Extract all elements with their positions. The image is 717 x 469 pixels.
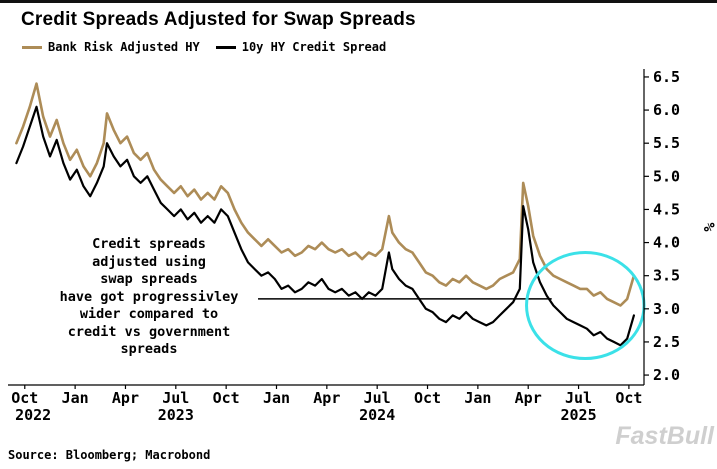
watermark: FastBull [615, 422, 714, 450]
x-tick-label: Jul [162, 389, 189, 407]
y-tick-label: 2.0 [653, 366, 680, 384]
x-year-label: 2025 [560, 406, 596, 424]
legend-label: 10y HY Credit Spread [241, 40, 387, 54]
y-tick-label: 6.5 [653, 68, 680, 86]
y-tick-label: 3.5 [653, 267, 680, 285]
y-tick-label: 4.5 [653, 200, 680, 218]
legend-swatch [215, 45, 236, 49]
y-tick-label: 4.0 [653, 234, 680, 252]
x-year-label: 2023 [158, 406, 194, 424]
chart-annotation: Credit spreads adjusted using swap sprea… [59, 236, 239, 357]
legend-swatch [22, 45, 42, 49]
x-tick-label: Jul [565, 389, 592, 407]
x-tick-label: Jan [464, 389, 491, 407]
highlight-ellipse [525, 251, 646, 361]
legend: Bank Risk Adjusted HY 10y HY Credit Spre… [22, 40, 386, 54]
source-label: Source: Bloomberg; Macrobond [8, 448, 211, 462]
legend-item: Bank Risk Adjusted HY [22, 40, 200, 54]
y-tick-label: 5.0 [653, 167, 680, 185]
x-tick-label: Jul [364, 389, 391, 407]
x-tick-label: Oct [11, 389, 38, 407]
x-tick-label: Oct [615, 389, 642, 407]
series-line-10y-hy-credit-spread [15, 105, 636, 347]
y-tick-label: 5.5 [653, 134, 680, 152]
x-year-label: 2022 [15, 406, 51, 424]
y-axis-unit-label: % [700, 222, 717, 231]
x-tick-label: Jan [263, 389, 290, 407]
chart-svg: 6.5 6.0 5.5 5.0 4.5 4.0 3.5 3.0 2.5 2.0% Oct Jan Apr… [8, 68, 717, 424]
legend-label: Bank Risk Adjusted HY [48, 40, 200, 54]
series-line-bank-risk-adjusted-hy [15, 82, 636, 307]
y-tick-label: 3.0 [653, 300, 680, 318]
x-tick-label: Apr [112, 389, 139, 407]
y-tick-label: 2.5 [653, 333, 680, 351]
x-tick-label: Jan [62, 389, 89, 407]
x-tick-label: Oct [414, 389, 441, 407]
chart-title: Credit Spreads Adjusted for Swap Spreads [21, 9, 416, 30]
x-tick-label: Apr [515, 389, 542, 407]
legend-item: 10y HY Credit Spread [215, 40, 387, 54]
x-year-label: 2024 [359, 406, 395, 424]
x-tick-label: Apr [313, 389, 340, 407]
y-tick-label: 6.0 [653, 101, 680, 119]
x-tick-label: Oct [213, 389, 240, 407]
